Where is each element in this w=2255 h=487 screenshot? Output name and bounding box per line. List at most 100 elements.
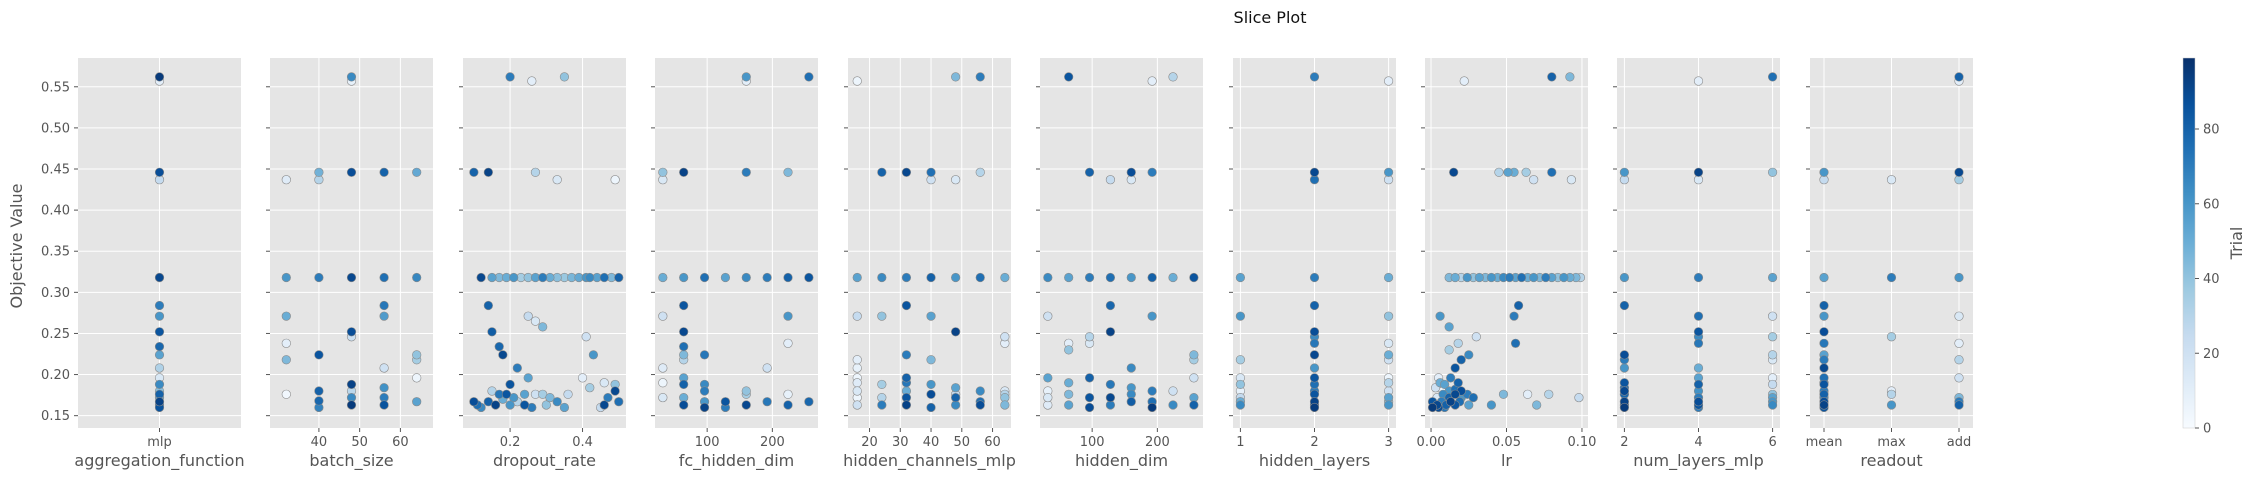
data-point xyxy=(783,167,793,177)
data-point xyxy=(1105,327,1116,337)
y-tick-label: 0.50 xyxy=(41,121,70,136)
data-point xyxy=(1235,311,1246,321)
colorbar-label: Trial xyxy=(2227,227,2246,261)
data-point xyxy=(1767,311,1778,321)
data-point xyxy=(1064,72,1074,82)
data-point xyxy=(658,378,668,388)
x-axis-label: batch_size xyxy=(309,451,393,471)
x-axis-label: fc_hidden_dim xyxy=(679,451,795,471)
data-point xyxy=(599,400,609,410)
data-point xyxy=(679,400,689,410)
data-point xyxy=(783,311,793,321)
data-point xyxy=(901,167,912,177)
data-point xyxy=(281,389,291,399)
data-point xyxy=(741,72,751,82)
data-point xyxy=(1464,400,1474,410)
data-point xyxy=(281,175,291,185)
panel-background xyxy=(270,58,433,428)
data-point xyxy=(1444,345,1454,355)
data-point xyxy=(501,389,512,399)
data-point xyxy=(1309,402,1320,413)
x-tick-label: 0.00 xyxy=(1417,435,1446,450)
data-point xyxy=(412,167,422,177)
data-point xyxy=(1494,167,1504,177)
data-point xyxy=(852,355,862,365)
panel-hidden_layers: 1 2 3 hidden_layers xyxy=(1229,58,1396,471)
data-point xyxy=(679,379,689,390)
data-point xyxy=(1383,378,1394,388)
data-point xyxy=(1819,400,1829,410)
x-axis-label: hidden_channels_mlp xyxy=(843,451,1016,471)
x-axis-label: hidden_layers xyxy=(1259,451,1370,471)
data-point xyxy=(1559,272,1569,283)
data-point xyxy=(1529,272,1539,283)
data-point xyxy=(1105,379,1116,390)
x-tick-label: 50 xyxy=(954,435,971,450)
data-point xyxy=(1309,363,1320,373)
data-point xyxy=(1544,389,1554,399)
data-point xyxy=(1819,167,1829,177)
data-point xyxy=(1767,379,1778,390)
x-tick-label: 200 xyxy=(760,435,785,450)
data-point xyxy=(154,397,165,407)
data-point xyxy=(1619,386,1630,396)
data-point xyxy=(1693,397,1704,407)
data-point xyxy=(1147,402,1157,413)
data-point xyxy=(1954,373,1964,383)
x-tick-label: 4 xyxy=(1694,435,1702,450)
data-point xyxy=(1235,400,1246,410)
data-point xyxy=(154,72,165,82)
data-point xyxy=(1446,397,1456,407)
data-point xyxy=(1126,272,1136,283)
data-point xyxy=(741,272,751,283)
data-point xyxy=(1084,402,1095,413)
data-point xyxy=(1084,373,1095,383)
data-point xyxy=(1619,378,1630,388)
data-point xyxy=(1529,175,1539,185)
y-tick-label: 0.30 xyxy=(41,286,70,301)
data-point xyxy=(1383,338,1394,348)
panel-background xyxy=(655,58,818,428)
data-point xyxy=(762,272,772,283)
x-tick-label: add xyxy=(1947,435,1971,450)
x-tick-label: 2 xyxy=(1620,435,1628,450)
data-point xyxy=(154,363,165,373)
colorbar-gradient xyxy=(2182,57,2196,429)
data-point xyxy=(1126,397,1136,407)
data-point xyxy=(1619,363,1630,373)
y-tick-label: 0.35 xyxy=(41,245,70,260)
y-tick-label: 0.40 xyxy=(41,204,70,219)
data-point xyxy=(804,272,814,283)
data-point xyxy=(1886,332,1897,342)
data-point xyxy=(699,272,710,283)
data-point xyxy=(1043,392,1053,403)
data-point xyxy=(1147,76,1157,86)
data-point xyxy=(1954,338,1964,348)
data-point xyxy=(1126,167,1136,177)
data-point xyxy=(804,72,814,82)
data-point xyxy=(741,400,751,410)
data-point xyxy=(314,350,324,360)
data-point xyxy=(1456,355,1466,365)
data-point xyxy=(1547,167,1557,177)
colorbar-tick-label: 60 xyxy=(2203,197,2220,212)
data-point xyxy=(1084,272,1095,283)
data-point xyxy=(559,402,570,413)
data-point xyxy=(1000,272,1010,283)
x-axis-label: num_layers_mlp xyxy=(1633,451,1764,471)
data-point xyxy=(679,300,689,311)
data-point xyxy=(1541,272,1551,283)
data-point xyxy=(877,272,887,283)
x-tick-label: mean xyxy=(1806,435,1843,450)
data-point xyxy=(1574,392,1584,403)
data-point xyxy=(379,400,389,410)
data-point xyxy=(1819,272,1829,283)
data-point xyxy=(314,272,324,283)
y-tick-label: 0.25 xyxy=(41,327,70,342)
data-point xyxy=(1767,272,1778,283)
x-tick-label: 50 xyxy=(351,435,368,450)
x-axis-label: dropout_rate xyxy=(493,451,596,471)
data-point xyxy=(1147,272,1157,283)
